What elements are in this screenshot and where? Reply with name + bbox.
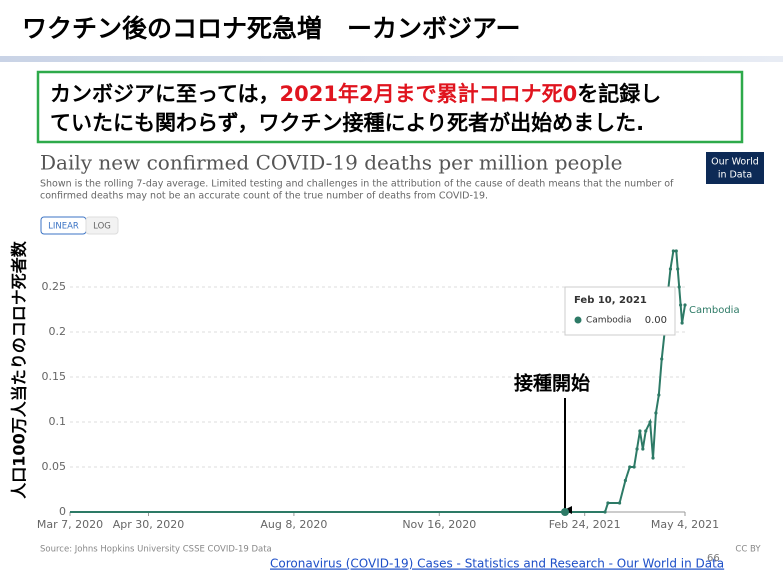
point	[660, 357, 664, 361]
chart-subtitle: confirmed deaths may not be an accurate …	[40, 191, 488, 202]
y-tick-label: 0	[59, 505, 66, 518]
point	[623, 478, 627, 483]
chart-title: Daily new confirmed COVID-19 deaths per …	[40, 151, 622, 175]
message-text: カンボジアに至っては，	[50, 82, 280, 106]
x-tick-label: Nov 16, 2020	[402, 518, 476, 531]
y-tick-label: 0.15	[42, 370, 67, 383]
point	[657, 393, 661, 397]
point	[676, 267, 680, 271]
chart-subtitle: Shown is the rolling 7-day average. Limi…	[40, 179, 674, 190]
annotation: 接種開始	[514, 372, 590, 395]
button-label[interactable]: LOG	[93, 222, 111, 232]
point	[603, 510, 607, 514]
source: Source: Johns Hopkins University CSSE CO…	[40, 545, 272, 555]
x-tick-label: Aug 8, 2020	[260, 518, 327, 531]
y-axis-label: 人口100万人当たりのコロナ死者数	[10, 240, 29, 498]
log-button[interactable]	[85, 216, 119, 235]
logo-text: Our World	[711, 157, 759, 168]
point	[654, 411, 658, 415]
message-text: を記録し	[577, 82, 661, 106]
point	[677, 285, 681, 289]
source-link[interactable]: Coronavirus (COVID-19) Cases - Statistic…	[270, 557, 724, 571]
point	[648, 420, 652, 424]
x-tick-label: May 4, 2021	[651, 518, 719, 531]
point	[641, 447, 645, 451]
message-box	[36, 70, 744, 144]
y-tick-label: 0.05	[42, 460, 67, 473]
series-end-label: Cambodia	[689, 305, 740, 316]
point	[680, 321, 684, 325]
x-tick-label: Mar 7, 2020	[37, 518, 103, 531]
tooltip-value: 0.00	[645, 315, 667, 326]
page-number: 66	[707, 553, 720, 564]
logo	[706, 152, 764, 184]
tooltip-swatch	[574, 316, 582, 324]
point	[638, 429, 642, 433]
license: CC BY	[735, 545, 761, 555]
point	[617, 501, 622, 505]
plot: 0 0.05 0.1 0.15 0.2 0.25 Mar 7, 2020 Apr 30, 20…	[37, 249, 740, 531]
point	[674, 249, 678, 253]
x-tick-label: Feb 24, 2021	[549, 518, 621, 531]
slide-title: ワクチン後のコロナ死急増 ーカンボジアー	[22, 14, 521, 43]
point	[683, 303, 687, 307]
logo-text: in Data	[718, 170, 752, 181]
tooltip	[564, 286, 676, 336]
series-line	[70, 250, 686, 513]
title-rule	[0, 56, 783, 62]
y-tick-label: 0.1	[49, 415, 67, 428]
point	[679, 303, 683, 307]
hover-point	[561, 508, 569, 516]
message-line: ていたにも関わらず，ワクチン接種により死者が出始めました.	[50, 111, 644, 135]
x-tick-label: Apr 30, 2020	[113, 518, 185, 531]
point	[644, 429, 648, 433]
point	[635, 447, 639, 451]
message-highlight: 2021年2月まで累計コロナ死0	[280, 82, 578, 106]
point	[668, 267, 673, 271]
button-label[interactable]: LINEAR	[48, 222, 79, 232]
tooltip-series: Cambodia	[586, 316, 632, 326]
point	[671, 249, 675, 253]
tooltip-date: Feb 10, 2021	[574, 295, 647, 306]
point	[606, 501, 610, 505]
point	[651, 456, 655, 460]
y-tick-label: 0.25	[42, 280, 67, 293]
y-tick-label: 0.2	[49, 325, 67, 338]
point	[632, 465, 636, 469]
point	[628, 465, 632, 469]
message-line: カンボジアに至っては，2021年2月まで累計コロナ死0を記録し	[50, 82, 661, 106]
